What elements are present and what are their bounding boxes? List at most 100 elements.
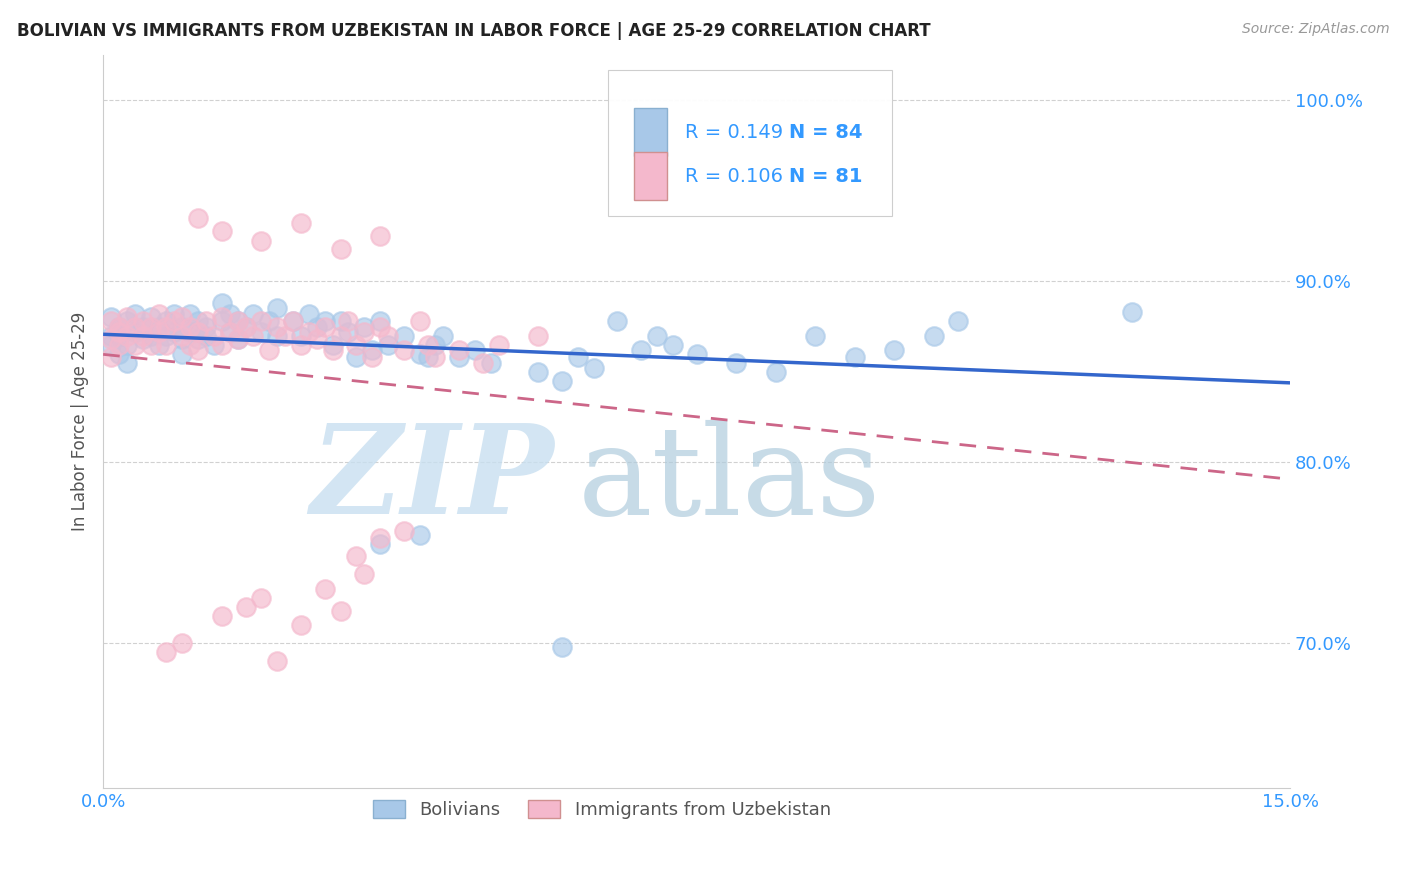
Point xyxy=(725,356,748,370)
Point xyxy=(479,356,502,370)
Point xyxy=(337,314,360,328)
Text: atlas: atlas xyxy=(578,419,882,541)
Point xyxy=(195,328,218,343)
Point xyxy=(202,328,225,343)
Point xyxy=(329,328,352,343)
Point xyxy=(685,346,707,360)
Point xyxy=(449,343,471,357)
Point xyxy=(314,314,336,328)
Point xyxy=(432,328,454,343)
Point xyxy=(305,319,328,334)
Point xyxy=(124,319,146,334)
Point xyxy=(662,337,685,351)
Point xyxy=(218,325,240,339)
Point xyxy=(179,325,201,339)
Point xyxy=(281,314,304,328)
Point xyxy=(148,307,170,321)
Point xyxy=(266,319,288,334)
Point xyxy=(250,325,273,339)
Text: BOLIVIAN VS IMMIGRANTS FROM UZBEKISTAN IN LABOR FORCE | AGE 25-29 CORRELATION CH: BOLIVIAN VS IMMIGRANTS FROM UZBEKISTAN I… xyxy=(17,22,931,40)
Point xyxy=(100,332,122,346)
Point xyxy=(179,307,201,321)
Point xyxy=(139,319,162,334)
Point xyxy=(883,343,905,357)
Point xyxy=(235,599,257,614)
Point xyxy=(298,325,321,339)
Point xyxy=(242,307,264,321)
Point xyxy=(211,314,233,328)
Point xyxy=(361,351,384,365)
Y-axis label: In Labor Force | Age 25-29: In Labor Force | Age 25-29 xyxy=(72,312,89,531)
Point xyxy=(131,314,153,328)
Point xyxy=(449,351,471,365)
Text: N = 84: N = 84 xyxy=(789,122,863,142)
Text: R = 0.106: R = 0.106 xyxy=(685,167,783,186)
Text: ZIP: ZIP xyxy=(311,419,554,541)
Point xyxy=(281,314,304,328)
Point xyxy=(368,536,391,550)
Point xyxy=(163,325,186,339)
Point xyxy=(488,337,510,351)
Point xyxy=(645,328,668,343)
Point xyxy=(290,618,312,632)
Point xyxy=(946,314,969,328)
Point xyxy=(108,319,131,334)
Point xyxy=(471,356,494,370)
Point xyxy=(131,328,153,343)
Point xyxy=(187,314,209,328)
Point xyxy=(202,337,225,351)
Point xyxy=(235,319,257,334)
Point xyxy=(298,307,321,321)
Point xyxy=(368,531,391,545)
Point xyxy=(368,314,391,328)
Point xyxy=(115,356,138,370)
Point xyxy=(344,351,367,365)
Point xyxy=(408,346,430,360)
Point xyxy=(630,343,652,357)
Point xyxy=(218,325,240,339)
Point xyxy=(148,325,170,339)
Point xyxy=(187,211,209,225)
Point xyxy=(250,314,273,328)
Point xyxy=(344,337,367,351)
Point xyxy=(329,603,352,617)
Point xyxy=(139,337,162,351)
Point xyxy=(155,314,177,328)
Point xyxy=(172,636,194,650)
Point xyxy=(211,310,233,325)
Point xyxy=(108,337,131,351)
Point xyxy=(100,328,122,343)
Point xyxy=(844,351,866,365)
FancyBboxPatch shape xyxy=(607,70,893,217)
Point xyxy=(226,314,249,328)
Point xyxy=(408,527,430,541)
Point xyxy=(108,319,131,334)
Point xyxy=(187,325,209,339)
Point xyxy=(226,332,249,346)
Point xyxy=(804,328,827,343)
Point xyxy=(187,343,209,357)
Point xyxy=(582,361,605,376)
Point xyxy=(361,343,384,357)
Point xyxy=(172,346,194,360)
Point xyxy=(765,365,787,379)
Point xyxy=(266,654,288,668)
Point xyxy=(416,351,439,365)
Point xyxy=(131,319,153,334)
Point xyxy=(266,301,288,316)
Point xyxy=(290,328,312,343)
Point xyxy=(124,337,146,351)
Point xyxy=(148,319,170,334)
Point xyxy=(108,346,131,360)
Point xyxy=(290,337,312,351)
Point xyxy=(115,314,138,328)
Point xyxy=(163,307,186,321)
Text: N = 81: N = 81 xyxy=(789,167,863,186)
Point xyxy=(551,640,574,654)
Point xyxy=(527,365,550,379)
Point xyxy=(124,307,146,321)
Point xyxy=(179,319,201,334)
Point xyxy=(322,343,344,357)
Point xyxy=(179,337,201,351)
Point xyxy=(211,609,233,624)
